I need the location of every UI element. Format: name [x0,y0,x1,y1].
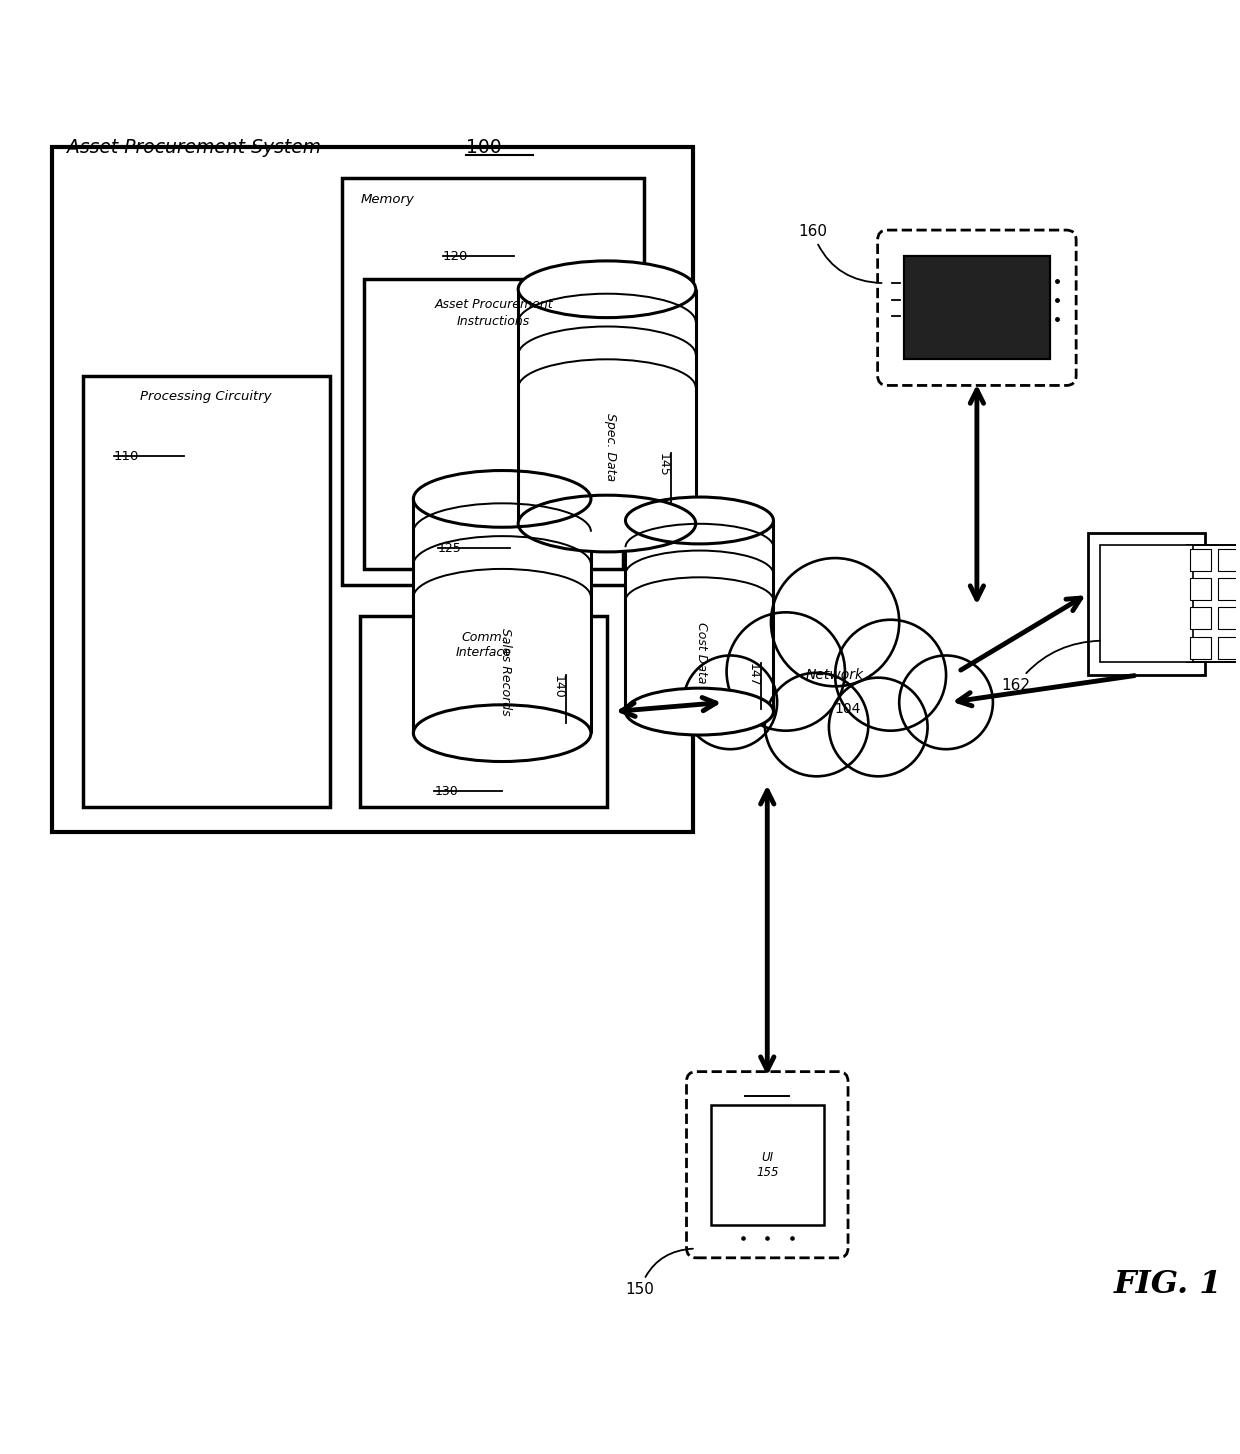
Bar [1218,608,1239,630]
Bar [413,499,591,733]
Ellipse shape [625,497,774,544]
Text: 110: 110 [114,449,139,462]
Circle shape [835,619,946,731]
Text: 104: 104 [835,701,861,715]
Text: Asset Procurement System: Asset Procurement System [67,138,327,157]
Text: Comm.
Interface: Comm. Interface [455,631,512,659]
Circle shape [828,678,928,776]
Bar [1218,637,1239,659]
Circle shape [765,673,868,776]
Bar [711,1105,825,1224]
Ellipse shape [413,705,591,762]
FancyBboxPatch shape [687,1072,848,1258]
Bar [1100,545,1193,662]
Bar [904,256,1050,359]
Circle shape [771,558,899,686]
Circle shape [727,612,844,731]
Bar [83,375,330,807]
Text: 147: 147 [746,663,759,686]
Text: 145: 145 [656,454,670,477]
Bar [1190,608,1210,630]
Bar [1190,579,1210,601]
Ellipse shape [518,260,696,317]
Text: Processing Circuitry: Processing Circuitry [140,390,272,403]
Text: FIG. 1: FIG. 1 [1114,1269,1223,1300]
Bar [1218,579,1239,601]
Bar [361,616,606,807]
Text: Asset Procurement
Instructions: Asset Procurement Instructions [434,298,553,329]
Bar [1190,548,1210,571]
Ellipse shape [413,471,591,528]
Text: Memory: Memory [361,193,414,206]
Bar [1190,637,1210,659]
Text: 125: 125 [438,542,461,555]
Circle shape [899,656,993,749]
Ellipse shape [625,688,774,736]
Text: Network: Network [806,669,864,682]
Text: Spec. Data: Spec. Data [604,413,616,481]
Ellipse shape [518,496,696,553]
Text: 130: 130 [434,785,458,798]
Bar [1218,548,1239,571]
Text: Cost Data: Cost Data [696,622,708,683]
Text: 160: 160 [799,224,882,284]
Text: 150: 150 [625,1249,693,1297]
Bar [342,179,644,585]
Text: Sales Records: Sales Records [498,628,512,715]
FancyBboxPatch shape [878,230,1076,385]
Text: 120: 120 [443,250,469,263]
Text: 162: 162 [1002,641,1100,694]
Bar [1087,532,1205,675]
Text: 140: 140 [552,675,564,699]
Bar [365,279,622,569]
Bar [1187,545,1240,662]
Text: UI
155: UI 155 [756,1150,779,1179]
Bar [625,521,774,711]
Bar [518,289,696,523]
Text: 100: 100 [466,138,502,157]
Circle shape [683,656,777,749]
Bar [52,147,693,832]
